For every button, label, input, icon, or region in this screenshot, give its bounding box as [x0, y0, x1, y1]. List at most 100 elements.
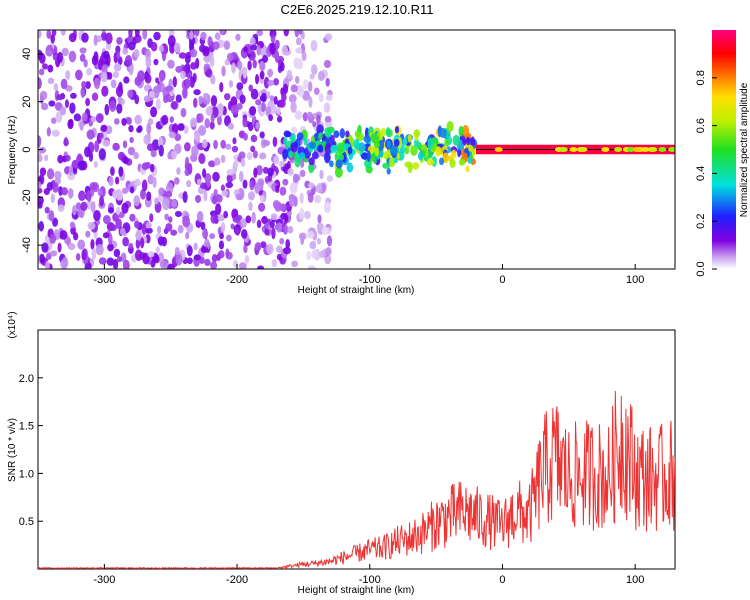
heatmap-cell	[38, 53, 46, 64]
heatmap-cell	[383, 151, 392, 160]
heatmap-cell	[67, 188, 74, 199]
y-tick-label: 1.0	[19, 468, 34, 480]
colorbar-tick-label: 0.0	[695, 261, 707, 276]
heatmap-cell	[410, 145, 418, 156]
heatmap-cell	[312, 121, 317, 128]
heatmap-cell	[442, 152, 450, 163]
heatmap-cell	[122, 140, 128, 149]
heatmap-cell	[465, 165, 470, 173]
heatmap-cell	[59, 229, 68, 240]
heatmap-cell	[258, 202, 266, 212]
heatmap-cell	[75, 202, 82, 211]
heatmap-cell	[171, 123, 179, 135]
heatmap-cell	[282, 178, 289, 186]
heatmap-cell	[226, 173, 234, 183]
heatmap-cell	[283, 30, 289, 37]
heatmap-cell	[70, 92, 77, 99]
heatmap-cell	[116, 256, 123, 263]
heatmap-cell	[427, 149, 433, 159]
heatmap-cell	[262, 166, 269, 174]
heatmap-cell	[129, 213, 136, 222]
heatmap-cell	[263, 76, 270, 89]
heatmap-cell	[45, 50, 53, 57]
heatmap-cell	[46, 182, 54, 191]
heatmap-cell	[308, 157, 315, 166]
heatmap-cell	[308, 182, 315, 189]
heatmap-cell	[204, 258, 211, 267]
heatmap-cell	[353, 138, 360, 150]
heatmap-cell	[202, 229, 208, 239]
heatmap-cell	[205, 68, 213, 78]
heatmap-cell	[173, 42, 181, 53]
heatmap-cell	[104, 103, 110, 116]
heatmap-cell	[316, 222, 324, 232]
heatmap-cell	[110, 224, 117, 231]
heatmap-cell	[386, 140, 391, 149]
heatmap-cell	[51, 129, 60, 137]
heatmap-cell	[254, 242, 262, 251]
heatmap-cell	[60, 78, 68, 90]
heatmap-cell	[220, 184, 226, 192]
heatmap-cell	[366, 150, 371, 162]
heatmap-cell	[127, 146, 136, 156]
heatmap-cell	[158, 144, 164, 157]
heatmap-cell	[239, 170, 244, 183]
heatmap-cell	[324, 115, 332, 123]
heatmap-cell	[380, 127, 387, 137]
heatmap-cell	[158, 44, 164, 53]
heatmap-cell	[128, 30, 133, 38]
heatmap-cell	[296, 132, 304, 141]
heatmap-cell	[175, 65, 183, 73]
heatmap-cell	[277, 65, 283, 73]
snr-x-label: Height of straight line (km)	[298, 585, 415, 596]
heatmap-cell	[115, 45, 121, 54]
heatmap-cell	[89, 182, 98, 191]
heatmap-cell	[46, 253, 52, 260]
heatmap-cell	[182, 191, 188, 203]
heatmap-cell	[311, 249, 319, 259]
heatmap-cell	[167, 59, 175, 69]
heatmap-cell	[203, 189, 208, 202]
heatmap-cell	[210, 74, 216, 85]
heatmap-cell	[386, 167, 391, 175]
heatmap-cell	[226, 52, 234, 62]
heatmap-cell	[60, 30, 66, 36]
heatmap-cell	[325, 246, 332, 256]
heatmap-cell	[307, 265, 316, 269]
heatmap-cell	[64, 99, 70, 108]
heatmap-cell	[150, 106, 158, 118]
heatmap-cell	[274, 50, 280, 61]
heatmap-cell	[52, 182, 59, 193]
heatmap-cell	[144, 74, 152, 84]
heatmap-cell	[165, 190, 173, 198]
heatmap-cell	[39, 253, 45, 264]
heatmap-cell	[72, 204, 77, 216]
heatmap-cell	[290, 101, 297, 113]
heatmap-cell	[283, 247, 292, 255]
heatmap-cell	[213, 139, 218, 150]
heatmap-cell	[193, 254, 202, 261]
heatmap-cell	[149, 163, 155, 173]
heatmap-cell	[324, 151, 331, 164]
heatmap-cell	[113, 118, 120, 125]
heatmap-cell	[465, 136, 471, 146]
heatmap-cell	[116, 51, 121, 60]
heatmap-cell	[252, 59, 257, 69]
heatmap-cell	[112, 71, 119, 79]
heatmap-cell	[147, 251, 155, 258]
heatmap-cell	[106, 257, 115, 266]
heatmap-cell	[52, 217, 59, 227]
heatmap-cell	[218, 240, 225, 250]
heatmap-cell	[240, 229, 248, 239]
heatmap-cell	[149, 213, 154, 223]
heatmap-cell	[112, 258, 119, 269]
heatmap-cell	[154, 197, 160, 205]
heatmap-cell	[280, 212, 288, 220]
heatmap-cell	[326, 175, 334, 182]
heatmap-cell	[146, 143, 155, 152]
heatmap-cell	[117, 96, 123, 104]
heatmap-cell	[259, 131, 265, 139]
heatmap-cell	[190, 48, 198, 58]
heatmap-cell	[68, 165, 74, 176]
